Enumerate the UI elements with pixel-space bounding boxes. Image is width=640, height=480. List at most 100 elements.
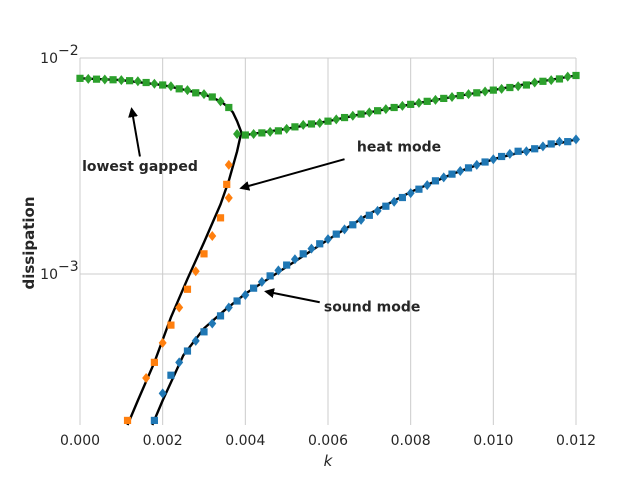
data-point (166, 81, 175, 92)
data-point (472, 159, 481, 170)
data-point (100, 74, 109, 85)
data-point (448, 91, 456, 102)
data-point (117, 75, 126, 86)
data-point (200, 250, 208, 258)
data-point (291, 123, 299, 131)
data-point (481, 86, 490, 97)
data-point (522, 146, 531, 157)
data-point (150, 416, 158, 425)
x-tick-label: 0.006 (308, 433, 348, 449)
data-point (84, 73, 93, 84)
data-point (357, 214, 366, 225)
data-point (365, 211, 373, 219)
data-point (398, 100, 407, 111)
annotation-label: sound mode (324, 300, 421, 316)
data-point (440, 94, 448, 103)
x-tick-label: 0.004 (225, 433, 265, 449)
data-point (208, 230, 217, 241)
data-point (241, 289, 250, 300)
data-point (175, 357, 184, 368)
data-point (76, 74, 84, 82)
data-point (183, 285, 192, 293)
y-tick-exponent: −3 (58, 259, 79, 275)
data-point (332, 230, 340, 238)
data-point (547, 140, 555, 148)
data-point (257, 276, 266, 287)
data-point (208, 318, 217, 329)
data-point (126, 77, 134, 85)
data-point (464, 89, 473, 100)
data-point (167, 321, 175, 329)
data-point (224, 159, 233, 170)
data-point (332, 114, 341, 125)
data-point (183, 347, 192, 355)
data-point (191, 266, 200, 277)
data-point (216, 312, 225, 320)
data-point (307, 243, 316, 254)
x-axis-label: k (324, 452, 334, 470)
y-axis-label: dissipation (20, 196, 38, 289)
data-point (406, 188, 415, 199)
data-point (200, 89, 208, 100)
data-point (307, 120, 316, 128)
data-point (109, 76, 117, 84)
data-point (216, 96, 225, 107)
data-point (423, 97, 431, 105)
y-tick-exponent: −2 (58, 43, 79, 59)
data-point (340, 224, 349, 235)
x-tick-label: 0.008 (391, 433, 431, 449)
data-point (175, 302, 184, 313)
data-point (348, 110, 357, 121)
data-point (407, 100, 415, 108)
data-point (266, 126, 275, 137)
data-point (142, 78, 150, 87)
data-point (225, 103, 233, 112)
data-point (283, 261, 291, 269)
data-point (133, 76, 142, 87)
data-point (150, 78, 159, 89)
data-point (489, 86, 497, 94)
data-point (233, 128, 242, 139)
data-point (208, 93, 216, 101)
data-point (274, 265, 283, 276)
data-point (299, 250, 307, 258)
data-point (572, 134, 580, 145)
data-point (481, 158, 489, 166)
data-point (299, 119, 308, 130)
data-point (315, 118, 324, 129)
data-point (414, 97, 423, 108)
annotation-label: heat mode (357, 139, 441, 155)
data-point (357, 110, 365, 118)
data-point (473, 89, 481, 97)
data-point (439, 172, 448, 183)
data-point (538, 141, 547, 152)
data-point (191, 335, 200, 346)
data-point (456, 165, 465, 176)
data-point (150, 358, 158, 366)
data-point (233, 297, 241, 305)
data-point (555, 75, 564, 83)
data-point (531, 145, 539, 153)
data-point (448, 170, 456, 178)
data-point (431, 94, 440, 105)
data-point (390, 196, 399, 207)
data-point (158, 388, 167, 399)
data-point (258, 129, 266, 137)
data-point (555, 136, 564, 147)
data-point (464, 164, 473, 172)
data-point (266, 272, 274, 280)
data-point (539, 77, 547, 85)
data-point (522, 81, 530, 89)
data-point (340, 113, 349, 122)
data-point (192, 89, 200, 97)
data-point (123, 416, 132, 425)
data-point (249, 128, 258, 139)
data-point (290, 254, 299, 265)
data-point (547, 75, 556, 86)
data-point (250, 284, 258, 292)
data-point (241, 131, 249, 139)
data-point (505, 148, 514, 159)
data-point (506, 83, 514, 92)
